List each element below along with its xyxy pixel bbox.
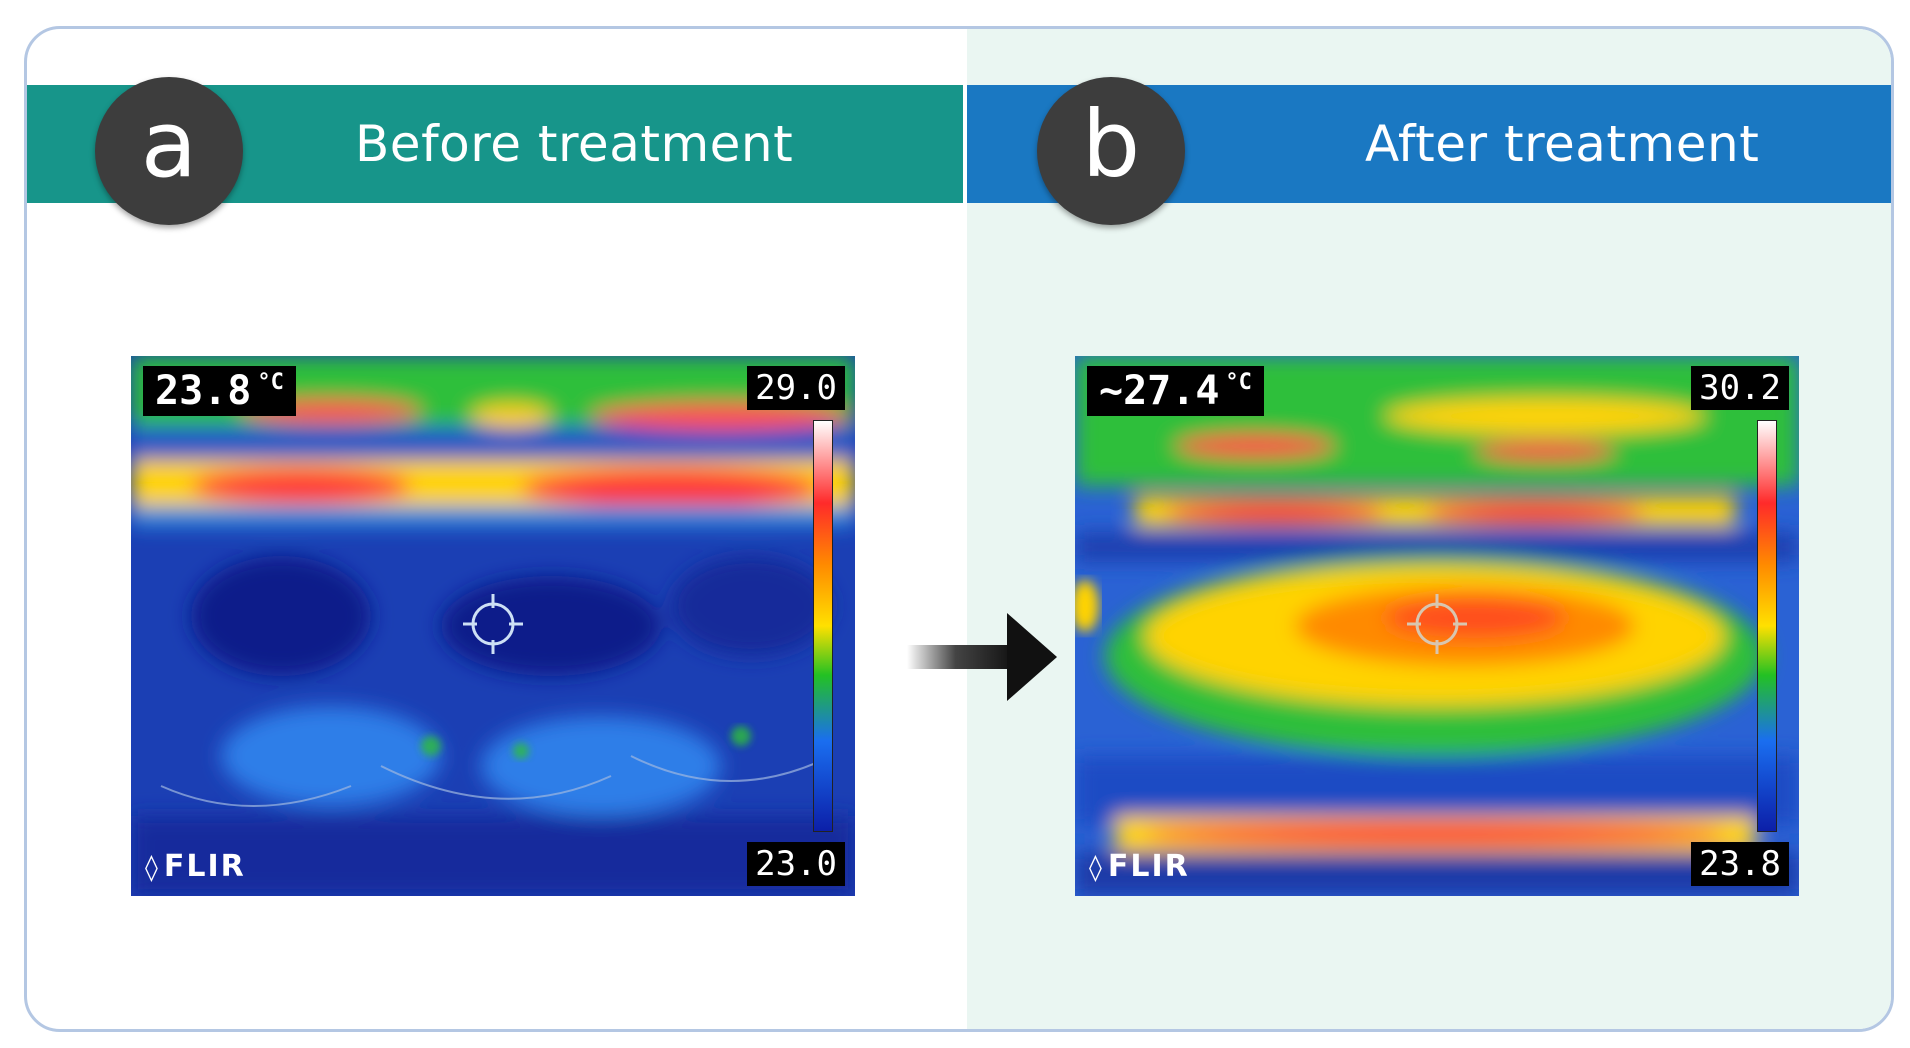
scale-max-after: 30.2 [1691,366,1789,410]
temperature-readout-after: ~27.4 °C [1087,366,1264,416]
panel-b-title: After treatment [1365,115,1760,173]
thermal-image-after: ~27.4 °C 30.2 23.8 ◊ FLIR [1075,356,1799,896]
scale-max-before: 29.0 [747,366,845,410]
color-scale-bar-after [1757,420,1777,832]
flir-logo-icon: ◊ [1089,853,1104,883]
right-arrow-icon [907,613,1057,701]
panel-a-title: Before treatment [355,115,794,173]
temperature-readout-before: 23.8 °C [143,366,296,416]
thermal-image-before: 23.8 °C 29.0 23.0 ◊ FLIR [131,356,855,896]
temperature-value-before: 23.8 [155,368,252,414]
color-scale-bar-before [813,420,833,832]
panel-b-badge: b [1037,77,1185,225]
flir-logo: ◊ FLIR [1089,849,1190,884]
panel-a-badge: a [95,77,243,225]
flir-logo-icon: ◊ [145,853,160,883]
flir-logo-text: FLIR [163,849,246,884]
crosshair-icon [1407,594,1467,654]
flir-logo: ◊ FLIR [145,849,246,884]
temperature-unit-before: °C [257,370,284,395]
flir-logo-text: FLIR [1107,849,1190,884]
temperature-unit-after: °C [1225,370,1252,395]
scale-min-after: 23.8 [1691,842,1789,886]
thermal-heatmap-before [131,356,855,896]
temperature-value-after: ~27.4 [1099,368,1220,414]
thermal-heatmap-after [1075,356,1799,896]
figure-frame: Before treatment a After treatment b [24,26,1894,1032]
crosshair-icon [463,594,523,654]
scale-min-before: 23.0 [747,842,845,886]
